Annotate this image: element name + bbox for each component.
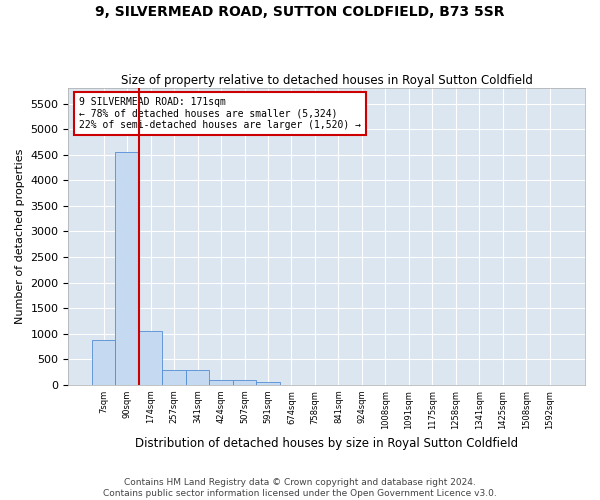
Y-axis label: Number of detached properties: Number of detached properties [15,149,25,324]
Title: Size of property relative to detached houses in Royal Sutton Coldfield: Size of property relative to detached ho… [121,74,533,87]
X-axis label: Distribution of detached houses by size in Royal Sutton Coldfield: Distribution of detached houses by size … [135,437,518,450]
Text: 9, SILVERMEAD ROAD, SUTTON COLDFIELD, B73 5SR: 9, SILVERMEAD ROAD, SUTTON COLDFIELD, B7… [95,5,505,19]
Bar [186,370,209,385]
Bar [256,382,280,385]
Bar [115,152,139,385]
Bar [233,380,256,385]
Text: Contains HM Land Registry data © Crown copyright and database right 2024.
Contai: Contains HM Land Registry data © Crown c… [103,478,497,498]
Bar [139,331,163,385]
Bar [163,370,186,385]
Bar [209,380,233,385]
Text: 9 SILVERMEAD ROAD: 171sqm
← 78% of detached houses are smaller (5,324)
22% of se: 9 SILVERMEAD ROAD: 171sqm ← 78% of detac… [79,97,361,130]
Bar [92,340,115,385]
